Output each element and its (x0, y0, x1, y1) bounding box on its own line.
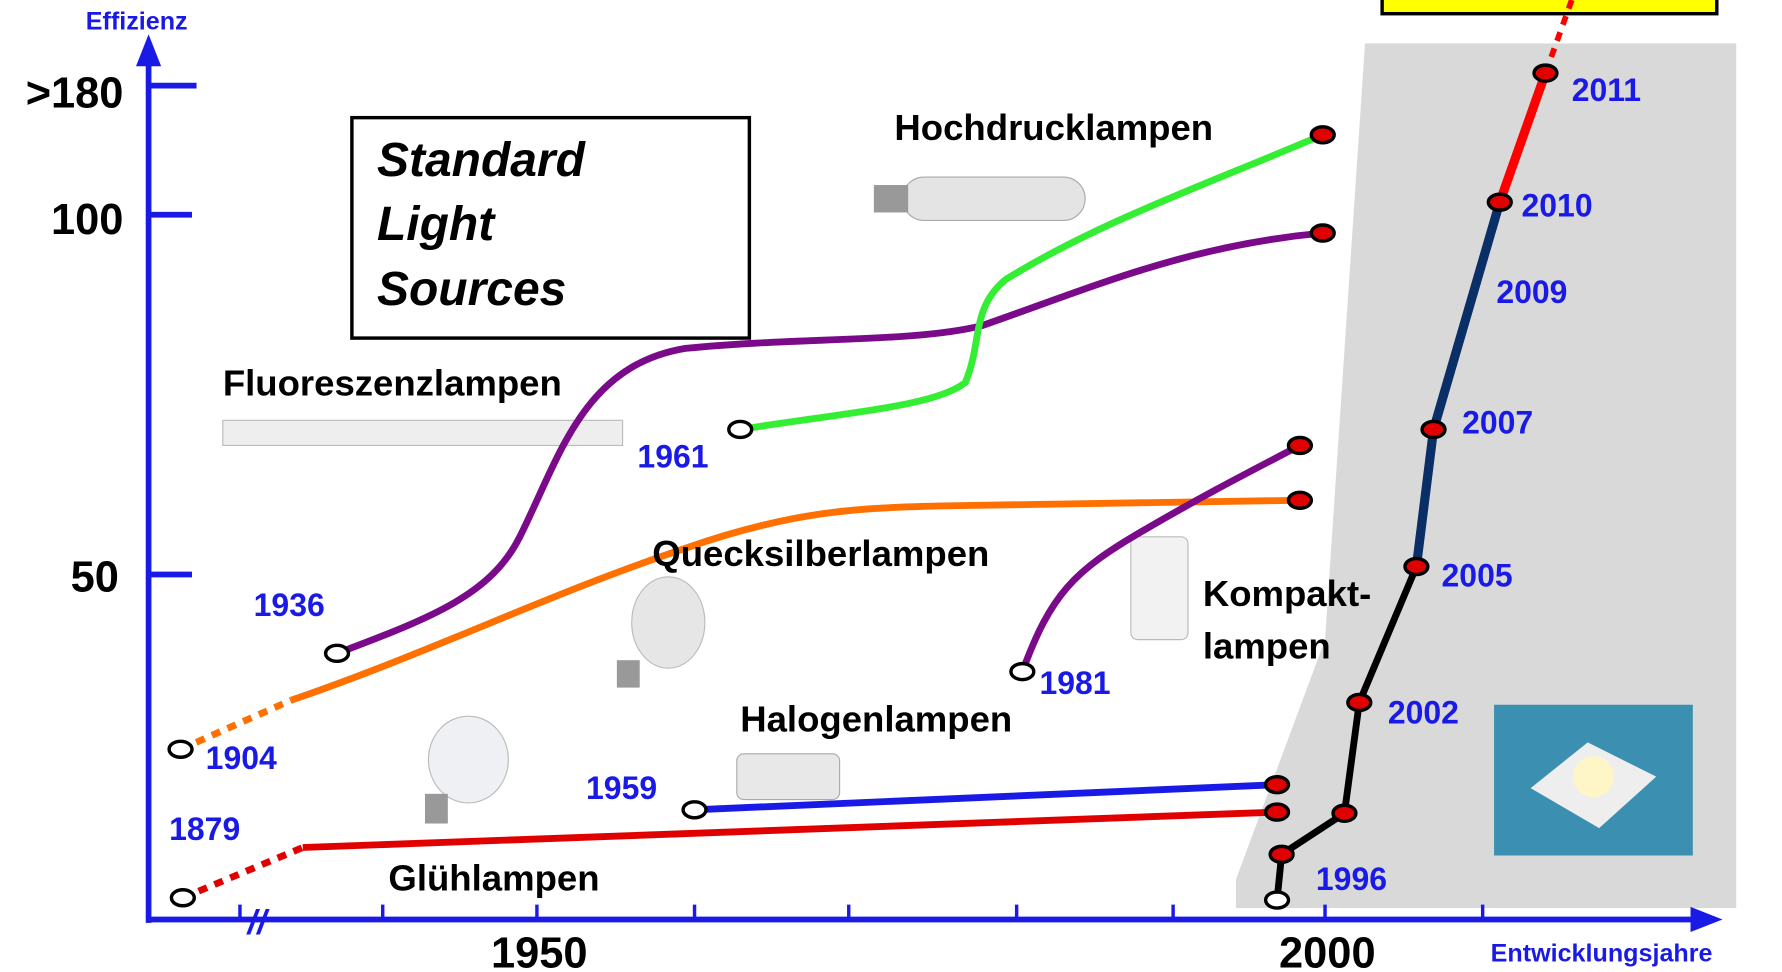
marker (1422, 421, 1445, 437)
marker (1288, 492, 1311, 508)
year-label: 1879 (169, 811, 240, 847)
hid-lamp (902, 177, 1085, 220)
lamp-label: Halogenlampen (740, 699, 1012, 740)
marker (169, 741, 192, 757)
y-tick-label: 50 (71, 554, 119, 602)
marker (1311, 225, 1334, 241)
title-line: Light (377, 198, 496, 251)
title-line: Standard (377, 134, 587, 187)
halogen-capsule (737, 754, 840, 800)
year-label: 1981 (1039, 665, 1110, 701)
y-tick-label: 100 (51, 196, 123, 244)
incandescent-base (425, 794, 448, 824)
lamp-label: Quecksilberlampen (652, 533, 989, 574)
year-label: 1961 (637, 439, 708, 475)
lamp-label: Glühlampen (388, 857, 599, 898)
mercury-base (617, 660, 640, 687)
year-label: 2010 (1521, 187, 1592, 223)
lamp-label: Fluoreszenzlampen (223, 363, 562, 404)
marker (326, 645, 349, 661)
marker (1266, 892, 1289, 908)
marker (1488, 194, 1511, 210)
year-label: 2002 (1388, 694, 1459, 730)
gluehlampen-line (303, 812, 1277, 847)
marker (1348, 694, 1371, 710)
y-arrow (136, 34, 161, 66)
highlight-box (1382, 0, 1717, 14)
x-axis-label: Entwicklungsjahre (1491, 940, 1713, 968)
marker (1288, 437, 1311, 453)
year-label: 1936 (254, 587, 325, 623)
diagram: Effizienz Entwicklungsjahre >180 100 50 … (0, 0, 1782, 972)
title-line: Sources (377, 263, 566, 316)
x-tick-label: 1950 (491, 929, 588, 972)
mercury-bulb (632, 577, 705, 668)
year-label: 2011 (1572, 72, 1641, 108)
marker (1266, 777, 1289, 793)
gluehlampen-dotted (183, 848, 303, 898)
axis-break: // (246, 904, 271, 942)
year-label: 1996 (1316, 861, 1387, 897)
marker (1333, 805, 1356, 821)
marker (1266, 804, 1289, 820)
marker (1311, 127, 1334, 143)
lamp-label: Kompakt- (1203, 573, 1371, 614)
year-label: 2007 (1462, 404, 1533, 440)
page: {"axes": {"y_label": "Effizienz", "x_lab… (0, 0, 1782, 972)
marker (683, 802, 706, 818)
compact-lamp (1131, 537, 1188, 640)
year-label: 1904 (206, 740, 277, 776)
x-tick-label: 2000 (1279, 929, 1376, 972)
year-label: 2009 (1496, 274, 1567, 310)
marker (1011, 664, 1034, 680)
led-light (1573, 756, 1614, 797)
lamp-label: Hochdrucklampen (894, 107, 1213, 148)
year-label: 2005 (1442, 557, 1513, 593)
x-arrow (1691, 907, 1723, 932)
lamp-label: lampen (1203, 625, 1331, 666)
y-axis-label: Effizienz (86, 7, 188, 35)
marker (171, 890, 194, 906)
marker (1405, 559, 1428, 575)
hid-base (874, 185, 908, 212)
marker (1534, 65, 1557, 81)
y-tick-label: >180 (26, 69, 124, 117)
year-label: 1959 (586, 770, 657, 806)
marker (729, 421, 752, 437)
incandescent-bulb (428, 716, 508, 803)
marker (1270, 846, 1293, 862)
